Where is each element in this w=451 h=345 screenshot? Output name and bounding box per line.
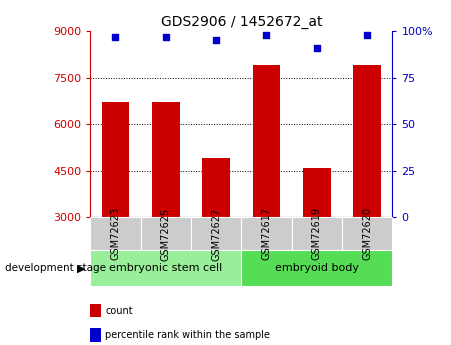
Point xyxy=(263,32,270,38)
Bar xyxy=(253,65,281,217)
Text: GSM72623: GSM72623 xyxy=(110,207,120,260)
Text: development stage: development stage xyxy=(5,264,106,273)
Text: GSM72620: GSM72620 xyxy=(362,207,372,260)
Bar xyxy=(353,65,381,217)
Text: ▶: ▶ xyxy=(77,264,86,273)
Text: count: count xyxy=(105,306,133,315)
Text: embryonic stem cell: embryonic stem cell xyxy=(109,264,222,273)
Point xyxy=(162,34,169,39)
Text: GSM72617: GSM72617 xyxy=(262,207,272,260)
Bar xyxy=(101,102,129,217)
Point xyxy=(313,45,320,51)
Text: GSM72627: GSM72627 xyxy=(211,207,221,260)
Bar xyxy=(202,158,230,217)
Point xyxy=(364,32,371,38)
Title: GDS2906 / 1452672_at: GDS2906 / 1452672_at xyxy=(161,14,322,29)
Bar xyxy=(152,102,179,217)
Text: percentile rank within the sample: percentile rank within the sample xyxy=(105,330,270,339)
Text: embryoid body: embryoid body xyxy=(275,264,359,273)
Bar xyxy=(303,168,331,217)
Text: GSM72619: GSM72619 xyxy=(312,207,322,260)
Point xyxy=(212,38,220,43)
Point xyxy=(112,34,119,39)
Text: GSM72625: GSM72625 xyxy=(161,207,171,260)
